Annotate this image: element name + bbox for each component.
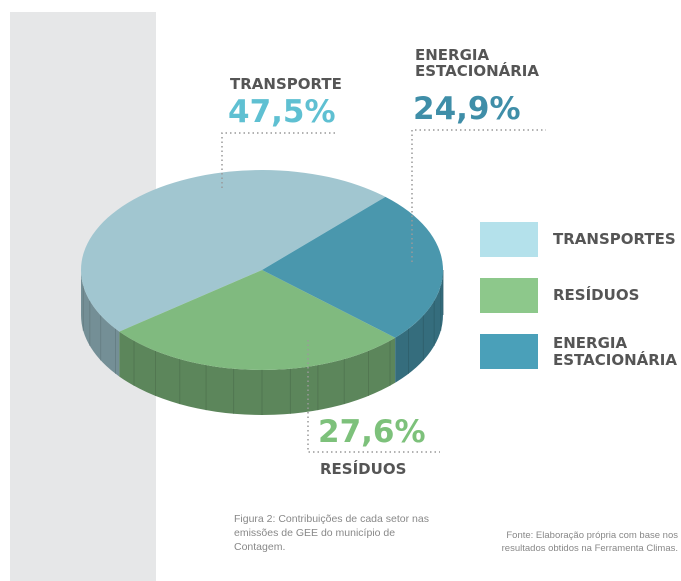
source: Fonte: Elaboração própria com base nos r…	[501, 530, 678, 554]
leader-line	[411, 129, 546, 262]
slice-label: ENERGIA ESTACIONÁRIA	[415, 46, 539, 80]
legend-label: TRANSPORTES	[553, 230, 676, 248]
leaders	[221, 129, 546, 453]
slice-value: 27,6%	[318, 414, 426, 450]
legend-swatch	[480, 278, 538, 313]
slice-value: 47,5%	[228, 94, 336, 130]
slice	[262, 196, 444, 338]
slice-side	[81, 270, 120, 377]
slice-label: RESÍDUOS	[320, 460, 407, 478]
slice-side	[395, 270, 443, 383]
legend-label: RESÍDUOS	[553, 286, 640, 304]
legend-swatch	[480, 334, 538, 369]
leader-line	[307, 340, 440, 453]
slice-side	[119, 331, 396, 416]
slice-label: TRANSPORTE	[230, 75, 342, 93]
caption: Figura 2: Contribuições de cada setor na…	[234, 513, 429, 554]
legend-swatch	[480, 222, 538, 257]
slice-value: 24,9%	[413, 91, 521, 127]
legend-label: ENERGIA ESTACIONÁRIA	[553, 334, 677, 369]
slice	[119, 270, 396, 371]
leader-line	[221, 132, 338, 188]
slice	[80, 169, 386, 332]
